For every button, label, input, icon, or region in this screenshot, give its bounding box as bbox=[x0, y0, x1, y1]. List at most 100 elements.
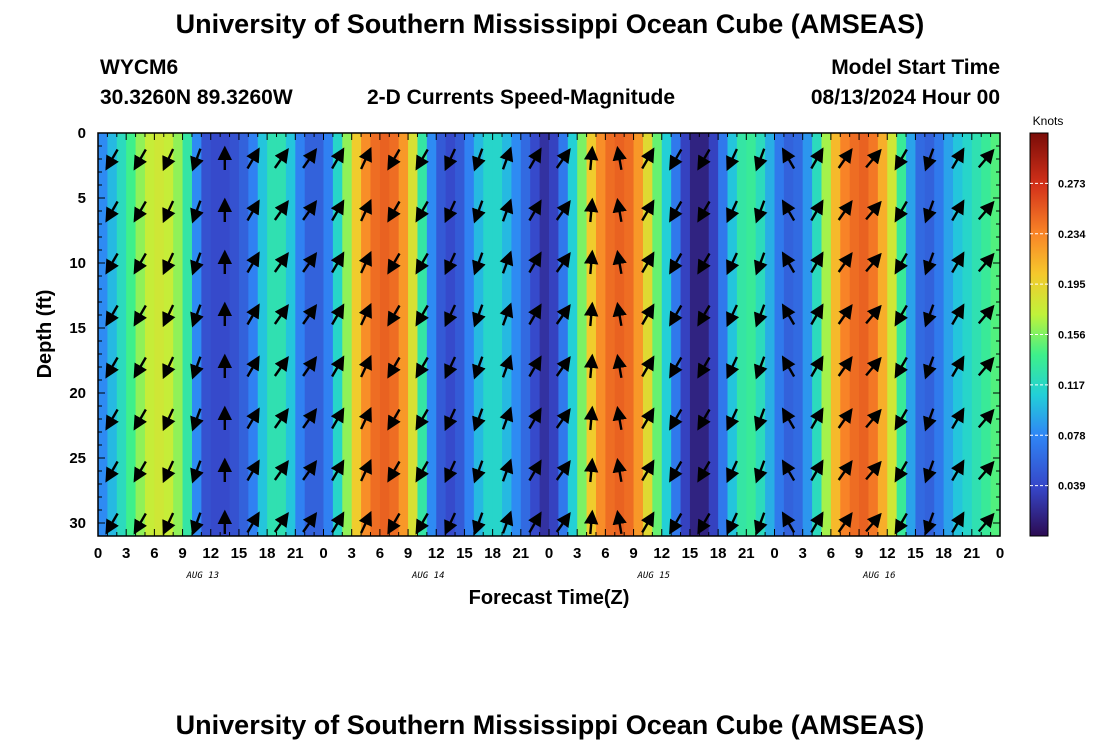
colorbar-tick-label: 0.156 bbox=[1058, 330, 1086, 342]
current-arrow bbox=[669, 200, 683, 223]
current-arrow bbox=[781, 511, 796, 534]
current-arrow bbox=[387, 408, 401, 431]
current-arrow bbox=[753, 512, 768, 536]
current-arrow bbox=[358, 198, 372, 222]
current-arrow bbox=[583, 145, 599, 171]
current-arrow bbox=[583, 249, 599, 275]
current-arrow bbox=[977, 148, 995, 169]
current-arrow bbox=[444, 148, 458, 172]
current-arrow bbox=[499, 302, 514, 326]
heatmap-cell bbox=[953, 133, 964, 536]
y-tick-label: 15 bbox=[69, 320, 86, 337]
current-arrow bbox=[246, 303, 260, 326]
current-arrow bbox=[837, 356, 853, 377]
colorbar-tick-label: 0.117 bbox=[1058, 380, 1085, 392]
current-arrow bbox=[387, 304, 401, 327]
current-arrow bbox=[923, 460, 937, 484]
current-arrow bbox=[697, 200, 711, 223]
page-title: University of Southern Mississippi Ocean… bbox=[175, 9, 925, 39]
colorbar-tick-label: 0.195 bbox=[1058, 279, 1086, 291]
model-start-label: Model Start Time bbox=[831, 56, 1000, 79]
x-tick-label: 9 bbox=[629, 545, 637, 562]
current-arrow bbox=[190, 200, 204, 224]
heatmap-cell bbox=[389, 133, 400, 536]
heatmap-cell bbox=[210, 133, 221, 536]
heatmap-cell bbox=[802, 133, 813, 536]
current-arrow bbox=[190, 252, 204, 276]
heatmap-cell bbox=[718, 133, 729, 536]
current-arrow bbox=[923, 252, 937, 276]
heatmap-cell bbox=[924, 133, 935, 536]
heatmap-cell bbox=[689, 133, 700, 536]
model-start-value: 08/13/2024 Hour 00 bbox=[810, 86, 1000, 109]
current-arrow bbox=[330, 511, 345, 534]
heatmap-cell bbox=[962, 133, 973, 536]
current-arrow bbox=[472, 356, 486, 380]
heatmap-cell bbox=[285, 133, 296, 536]
current-arrow bbox=[246, 407, 260, 430]
heatmap-cell bbox=[144, 133, 155, 536]
current-arrow bbox=[726, 200, 740, 224]
current-arrow bbox=[894, 512, 909, 535]
current-arrow bbox=[977, 252, 995, 273]
heatmap-cell bbox=[342, 133, 353, 536]
heatmap-cell bbox=[783, 133, 794, 536]
heatmap-cell bbox=[107, 133, 118, 536]
current-arrow bbox=[923, 356, 937, 380]
current-arrow bbox=[472, 460, 486, 484]
heatmap-cell bbox=[116, 133, 127, 536]
current-arrow bbox=[640, 355, 655, 378]
current-arrow bbox=[781, 459, 796, 482]
current-arrow bbox=[444, 460, 458, 484]
current-arrow bbox=[133, 304, 148, 327]
heatmap-cell bbox=[614, 133, 625, 536]
heatmap-cell bbox=[830, 133, 841, 536]
current-arrow bbox=[273, 356, 289, 377]
current-arrow bbox=[669, 356, 683, 379]
heatmap-cell bbox=[398, 133, 409, 536]
current-arrow bbox=[612, 457, 627, 483]
current-arrow bbox=[865, 356, 882, 377]
current-arrow bbox=[415, 148, 429, 171]
current-arrow bbox=[190, 148, 204, 172]
heatmap-cell bbox=[408, 133, 419, 536]
current-arrow bbox=[697, 304, 711, 327]
current-arrow bbox=[472, 408, 486, 432]
x-tick-label: 18 bbox=[259, 545, 276, 562]
current-arrow bbox=[105, 408, 119, 431]
heatmap-cell bbox=[736, 133, 747, 536]
x-tick-label: 0 bbox=[770, 545, 778, 562]
current-arrow bbox=[583, 301, 599, 327]
current-arrow bbox=[555, 304, 571, 325]
x-tick-label: 21 bbox=[963, 545, 980, 562]
current-arrow bbox=[499, 198, 514, 222]
current-arrow bbox=[162, 460, 176, 484]
x-tick-label: 6 bbox=[376, 545, 384, 562]
x-tick-label: 12 bbox=[428, 545, 445, 562]
current-arrow bbox=[330, 303, 345, 326]
footer-title: University of Southern Mississippi Ocean… bbox=[175, 710, 925, 740]
current-arrow bbox=[726, 252, 740, 276]
current-arrow bbox=[499, 510, 514, 534]
x-tick-label: 12 bbox=[653, 545, 670, 562]
heatmap-cell bbox=[746, 133, 757, 536]
current-arrow bbox=[640, 251, 655, 274]
current-arrow bbox=[528, 407, 542, 430]
heatmap-cell bbox=[652, 133, 663, 536]
x-tick-label: 0 bbox=[319, 545, 327, 562]
current-arrow bbox=[810, 147, 824, 170]
heatmap-cell bbox=[981, 133, 992, 536]
current-arrow bbox=[810, 407, 824, 430]
current-arrow bbox=[444, 200, 458, 224]
current-arrow bbox=[865, 408, 882, 429]
heatmap-cell bbox=[605, 133, 616, 536]
current-arrow bbox=[950, 459, 965, 482]
heatmap-cell bbox=[248, 133, 259, 536]
x-tick-label: 12 bbox=[879, 545, 896, 562]
current-arrow bbox=[415, 356, 429, 379]
x-tick-label: 6 bbox=[150, 545, 158, 562]
x-tick-label: 3 bbox=[122, 545, 130, 562]
current-arrow bbox=[923, 200, 937, 224]
x-tick-label: 15 bbox=[456, 545, 473, 562]
current-arrow bbox=[583, 405, 599, 431]
